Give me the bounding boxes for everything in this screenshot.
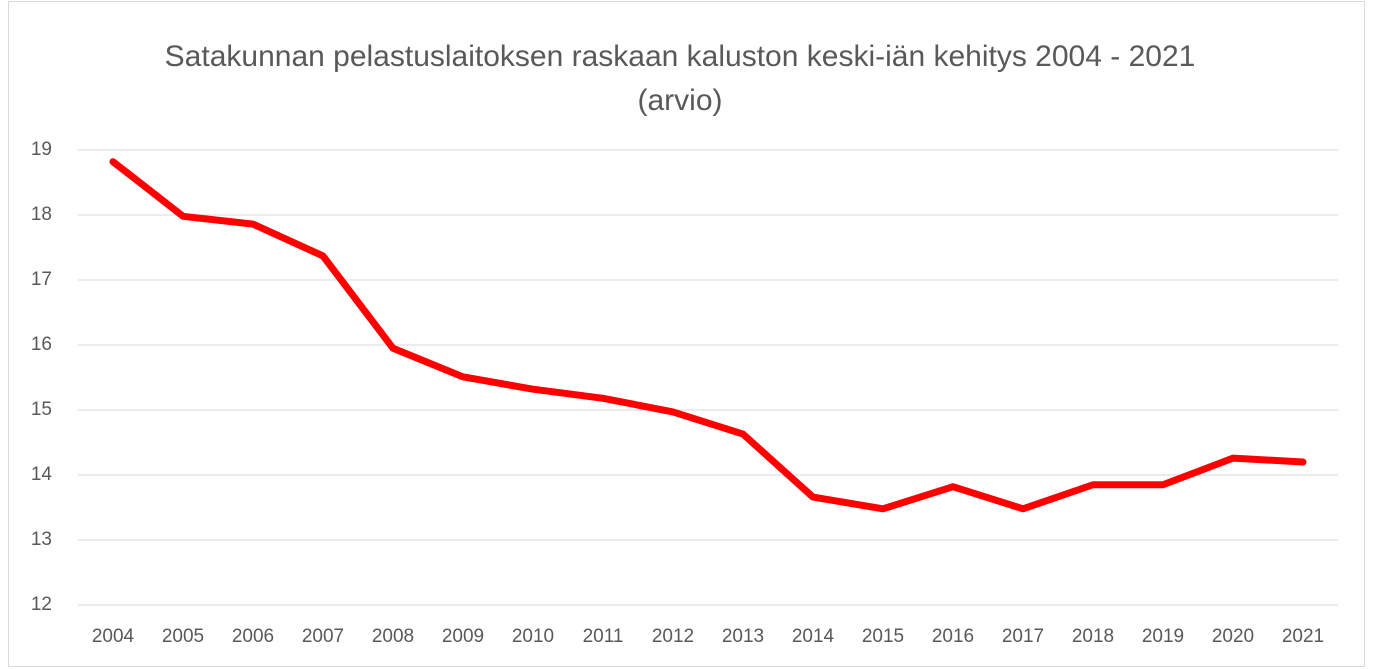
x-tick-label: 2005	[162, 626, 204, 647]
y-tick-label: 12	[31, 594, 52, 615]
y-tick-label: 13	[31, 529, 52, 550]
x-tick-label: 2019	[1142, 626, 1184, 647]
x-tick-label: 2018	[1072, 626, 1114, 647]
y-tick-label: 18	[31, 204, 52, 225]
y-tick-label: 17	[31, 269, 52, 290]
x-tick-label: 2009	[442, 626, 484, 647]
x-tick-label: 2015	[862, 626, 904, 647]
x-tick-label: 2008	[372, 626, 414, 647]
x-tick-label: 2011	[583, 626, 624, 647]
chart-frame	[8, 1, 1365, 667]
y-tick-label: 15	[31, 399, 52, 420]
x-tick-label: 2013	[722, 626, 764, 647]
y-tick-label: 16	[31, 334, 52, 355]
x-tick-label: 2016	[932, 626, 974, 647]
line-series	[109, 158, 1307, 513]
y-tick-label: 19	[31, 139, 52, 160]
x-tick-label: 2020	[1212, 626, 1254, 647]
x-tick-label: 2017	[1002, 626, 1044, 647]
y-tick-label: 14	[31, 464, 53, 485]
chart-title: Satakunnan pelastuslaitoksen raskaan kal…	[164, 40, 1196, 117]
x-tick-label: 2012	[652, 626, 694, 647]
x-tick-label: 2010	[512, 626, 554, 647]
x-tick-label: 2007	[302, 626, 344, 647]
x-tick-label: 2006	[232, 626, 274, 647]
x-tick-label: 2021	[1282, 626, 1324, 647]
x-tick-label: 2014	[792, 626, 835, 647]
x-tick-label: 2004	[92, 626, 135, 647]
